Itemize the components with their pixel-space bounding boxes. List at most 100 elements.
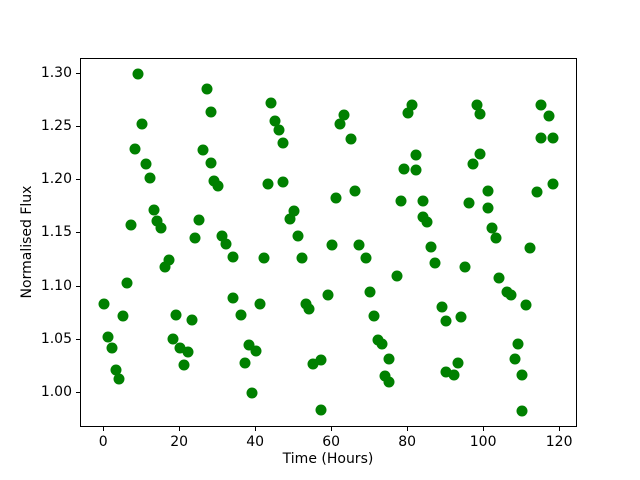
data-point (193, 214, 205, 226)
data-point (269, 115, 281, 127)
y-tick-label: 1.10 (40, 277, 72, 294)
data-point (391, 270, 403, 282)
data-point (440, 366, 452, 378)
data-point (471, 99, 483, 111)
data-point (163, 254, 175, 266)
data-point (383, 376, 395, 388)
y-tick-mark (76, 179, 80, 181)
data-point (452, 357, 464, 369)
data-point (376, 338, 388, 350)
data-point (106, 342, 118, 354)
data-point (296, 252, 308, 264)
data-point (239, 357, 251, 369)
y-tick-label: 1.00 (40, 383, 72, 400)
y-tick-mark (76, 285, 80, 287)
data-point (151, 215, 163, 227)
data-point (129, 143, 141, 155)
data-point (140, 158, 152, 170)
x-tick-mark (103, 427, 105, 431)
data-point (110, 364, 122, 375)
data-point (535, 132, 547, 144)
data-point (303, 303, 315, 315)
data-point (227, 292, 239, 304)
data-point (197, 144, 209, 156)
y-tick-mark (76, 126, 80, 128)
x-tick-label: 60 (322, 434, 341, 450)
x-tick-mark (331, 427, 333, 431)
data-point (440, 315, 452, 327)
data-point (284, 213, 296, 224)
data-point (455, 311, 467, 323)
data-point (338, 109, 350, 121)
data-point (482, 202, 494, 214)
data-point (524, 242, 536, 254)
x-tick-label: 0 (98, 434, 108, 450)
data-point (425, 241, 437, 253)
data-point (144, 172, 156, 184)
data-point (155, 222, 167, 234)
x-tick-label: 20 (170, 434, 189, 450)
data-point (315, 404, 327, 416)
data-point (547, 178, 559, 190)
data-point (277, 176, 289, 188)
data-point (148, 204, 160, 216)
data-point (543, 110, 555, 122)
data-point (349, 185, 361, 197)
data-point (402, 107, 414, 119)
data-point (262, 178, 274, 190)
x-tick-mark (255, 427, 257, 431)
data-point (136, 118, 148, 130)
data-point (531, 186, 543, 198)
data-point (383, 353, 395, 365)
x-tick-mark (179, 427, 181, 431)
y-tick-mark (76, 232, 80, 234)
data-point (326, 239, 338, 251)
x-tick-label: 80 (398, 434, 417, 450)
data-point (474, 108, 486, 120)
y-tick-label: 1.15 (40, 224, 72, 241)
y-tick-label: 1.30 (40, 64, 72, 81)
data-point (125, 219, 137, 231)
data-point (189, 232, 201, 244)
plot-area (80, 58, 577, 427)
data-point (227, 251, 239, 263)
data-point (102, 331, 114, 343)
data-point (307, 358, 319, 370)
data-point (265, 97, 277, 109)
data-point (379, 370, 391, 382)
data-point (448, 369, 460, 381)
data-point (330, 192, 342, 204)
data-point (410, 149, 422, 161)
data-point (493, 272, 505, 284)
data-point (360, 252, 372, 264)
x-tick-mark (559, 427, 561, 431)
data-point (174, 342, 186, 354)
data-point (98, 298, 110, 310)
data-point (216, 230, 228, 242)
data-point (159, 261, 171, 273)
data-point (417, 195, 429, 207)
data-point (429, 257, 441, 269)
data-point (436, 301, 448, 313)
data-point (322, 289, 334, 301)
data-point (315, 354, 327, 366)
data-point (201, 83, 213, 95)
data-point (117, 310, 129, 322)
data-point (520, 299, 532, 311)
data-point (459, 261, 471, 273)
data-point (406, 99, 418, 111)
data-point (505, 289, 517, 301)
data-point (516, 405, 528, 417)
data-point (410, 164, 422, 176)
data-point (258, 252, 270, 264)
data-point (132, 68, 144, 80)
y-tick-label: 1.25 (40, 118, 72, 135)
x-tick-label: 100 (469, 434, 497, 450)
data-point (205, 157, 217, 169)
x-tick-label: 120 (545, 434, 573, 450)
data-point (334, 118, 346, 130)
data-point (463, 197, 475, 209)
data-point (182, 346, 194, 358)
data-point (250, 345, 262, 357)
